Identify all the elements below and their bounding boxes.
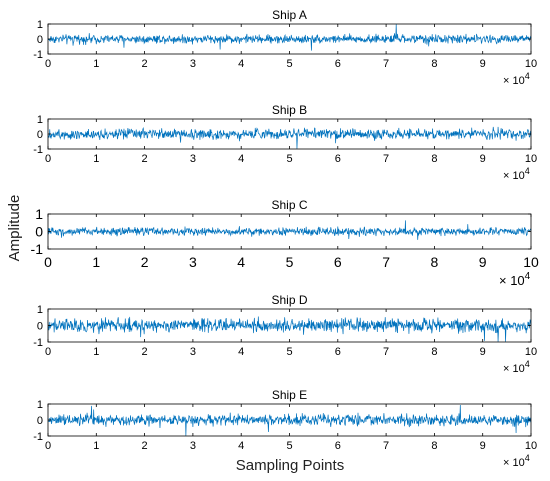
x-tick-label: 5 — [286, 346, 292, 358]
x-tick-label: 1 — [93, 153, 99, 165]
x-tick-label: 10 — [525, 58, 537, 70]
y-tick-label: -1 — [33, 431, 43, 443]
x-tick-label: 8 — [431, 346, 437, 358]
x-multiplier: × 104 — [503, 71, 530, 87]
x-multiplier: × 104 — [503, 359, 530, 375]
x-tick-label: 8 — [431, 153, 437, 165]
signal-trace — [47, 126, 532, 149]
signal-trace — [47, 404, 532, 436]
x-tick-label: 9 — [480, 440, 486, 452]
x-tick-label: 4 — [238, 440, 244, 452]
x-tick-label: 2 — [142, 58, 148, 70]
y-tick-label: -1 — [33, 144, 43, 156]
y-tick-label: 0 — [37, 129, 43, 141]
x-tick-label: 6 — [335, 58, 341, 70]
signal-trace — [47, 316, 532, 342]
x-tick-label: 3 — [190, 153, 196, 165]
x-tick-label: 6 — [335, 346, 341, 358]
x-tick-label: 7 — [382, 254, 390, 270]
x-tick-label: 0 — [45, 153, 51, 165]
x-tick-label: 9 — [480, 153, 486, 165]
subplot-title: Ship E — [272, 388, 307, 402]
x-tick-label: 10 — [525, 440, 537, 452]
x-tick-label: 6 — [335, 440, 341, 452]
x-tick-label: 6 — [334, 254, 342, 270]
x-multiplier: × 104 — [503, 166, 530, 182]
x-tick-label: 6 — [335, 153, 341, 165]
y-tick-label: -1 — [33, 49, 43, 61]
x-tick-label: 5 — [286, 153, 292, 165]
y-tick-label: 0 — [37, 34, 43, 46]
y-tick-label: -1 — [31, 241, 44, 257]
x-tick-label: 1 — [92, 254, 100, 270]
x-tick-label: 8 — [431, 254, 439, 270]
x-tick-label: 5 — [286, 440, 292, 452]
x-tick-label: 0 — [44, 254, 52, 270]
subplot-title: Ship B — [272, 103, 307, 117]
x-tick-label: 1 — [93, 440, 99, 452]
signal-trace — [47, 24, 532, 51]
y-tick-label: 0 — [35, 224, 43, 240]
subplot-title: Ship D — [271, 293, 307, 307]
x-tick-label: 3 — [190, 440, 196, 452]
x-multiplier: × 104 — [503, 453, 530, 469]
x-tick-label: 8 — [431, 440, 437, 452]
x-tick-label: 9 — [480, 58, 486, 70]
x-tick-label: 10 — [525, 346, 537, 358]
x-tick-label: 2 — [142, 153, 148, 165]
y-tick-label: 0 — [37, 415, 43, 427]
x-axis-label: Sampling Points — [236, 457, 344, 474]
x-tick-label: 4 — [238, 58, 244, 70]
subplot-title: Ship C — [271, 198, 307, 212]
x-tick-label: 5 — [286, 254, 294, 270]
x-tick-label: 2 — [141, 254, 149, 270]
x-tick-label: 5 — [286, 58, 292, 70]
x-tick-label: 8 — [431, 58, 437, 70]
x-multiplier: × 104 — [499, 271, 531, 288]
y-tick-label: 1 — [37, 399, 43, 411]
x-tick-label: 7 — [383, 440, 389, 452]
x-tick-label: 7 — [383, 346, 389, 358]
x-tick-label: 4 — [238, 346, 244, 358]
y-tick-label: 1 — [37, 114, 43, 126]
y-axis-label: Amplitude — [6, 195, 23, 262]
x-tick-label: 7 — [383, 58, 389, 70]
x-tick-label: 4 — [237, 254, 245, 270]
x-tick-label: 0 — [45, 58, 51, 70]
x-tick-label: 4 — [238, 153, 244, 165]
x-tick-label: 1 — [93, 58, 99, 70]
x-tick-label: 3 — [190, 346, 196, 358]
x-tick-label: 10 — [523, 254, 539, 270]
x-tick-label: 1 — [93, 346, 99, 358]
x-tick-label: 3 — [189, 254, 197, 270]
x-tick-label: 2 — [142, 440, 148, 452]
x-tick-label: 7 — [383, 153, 389, 165]
x-tick-label: 3 — [190, 58, 196, 70]
x-tick-label: 0 — [45, 346, 51, 358]
y-tick-label: 1 — [37, 19, 43, 31]
y-tick-label: 1 — [37, 304, 43, 316]
y-tick-label: 1 — [35, 206, 43, 222]
y-tick-label: 0 — [37, 321, 43, 333]
x-tick-label: 9 — [480, 346, 486, 358]
subplot-title: Ship A — [272, 8, 307, 22]
x-tick-label: 0 — [45, 440, 51, 452]
x-tick-label: 2 — [142, 346, 148, 358]
x-tick-label: 10 — [525, 153, 537, 165]
x-tick-label: 9 — [479, 254, 487, 270]
y-tick-label: -1 — [33, 337, 43, 349]
signal-trace — [47, 220, 532, 240]
